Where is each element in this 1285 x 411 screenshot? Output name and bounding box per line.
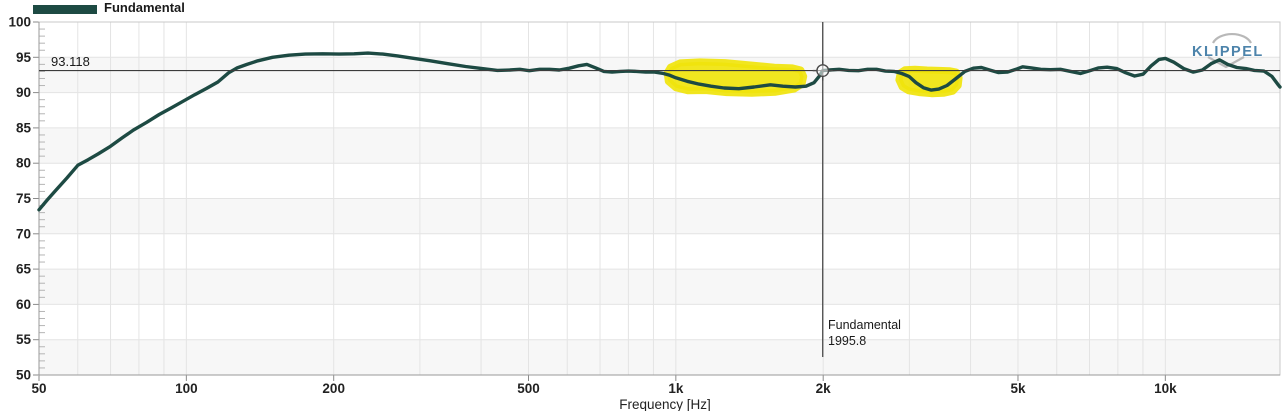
y-tick-label-80: 80 bbox=[16, 156, 31, 171]
legend-label: Fundamental bbox=[104, 0, 185, 15]
x-tick-label-500: 500 bbox=[517, 381, 540, 396]
x-tick-label-50: 50 bbox=[31, 381, 46, 396]
y-tick-label-100: 100 bbox=[8, 15, 31, 30]
plot-band bbox=[39, 339, 1280, 375]
x-tick-label-1k: 1k bbox=[668, 381, 684, 396]
y-tick-label-60: 60 bbox=[16, 297, 31, 312]
x-tick-label-200: 200 bbox=[322, 381, 345, 396]
legend-line-swatch bbox=[33, 5, 97, 14]
y-tick-label-90: 90 bbox=[16, 85, 31, 100]
fundamental-curve bbox=[37, 51, 1282, 212]
plot-band bbox=[39, 127, 1280, 164]
klippel-logo-cone bbox=[1207, 56, 1245, 69]
cursor-crosshair-marker[interactable] bbox=[816, 64, 830, 78]
x-tick-label-2k: 2k bbox=[816, 381, 832, 396]
x-tick-label-100: 100 bbox=[175, 381, 198, 396]
x-tick-label-5k: 5k bbox=[1010, 381, 1026, 396]
plot-band bbox=[39, 198, 1280, 234]
klippel-logo-surround-arc bbox=[1212, 32, 1252, 44]
y-tick-label-85: 85 bbox=[16, 120, 32, 135]
y-tick-label-55: 55 bbox=[16, 332, 32, 347]
klippel-logo-text: KLIPPEL bbox=[1192, 44, 1264, 60]
y-tick-label-70: 70 bbox=[16, 226, 31, 241]
y-tick-label-65: 65 bbox=[16, 262, 32, 277]
x-tick-label-10k: 10k bbox=[1154, 381, 1177, 396]
y-tick-label-75: 75 bbox=[16, 191, 32, 206]
plot-band bbox=[39, 269, 1280, 305]
y-tick-label-50: 50 bbox=[16, 368, 31, 383]
y-tick-label-95: 95 bbox=[16, 50, 32, 65]
